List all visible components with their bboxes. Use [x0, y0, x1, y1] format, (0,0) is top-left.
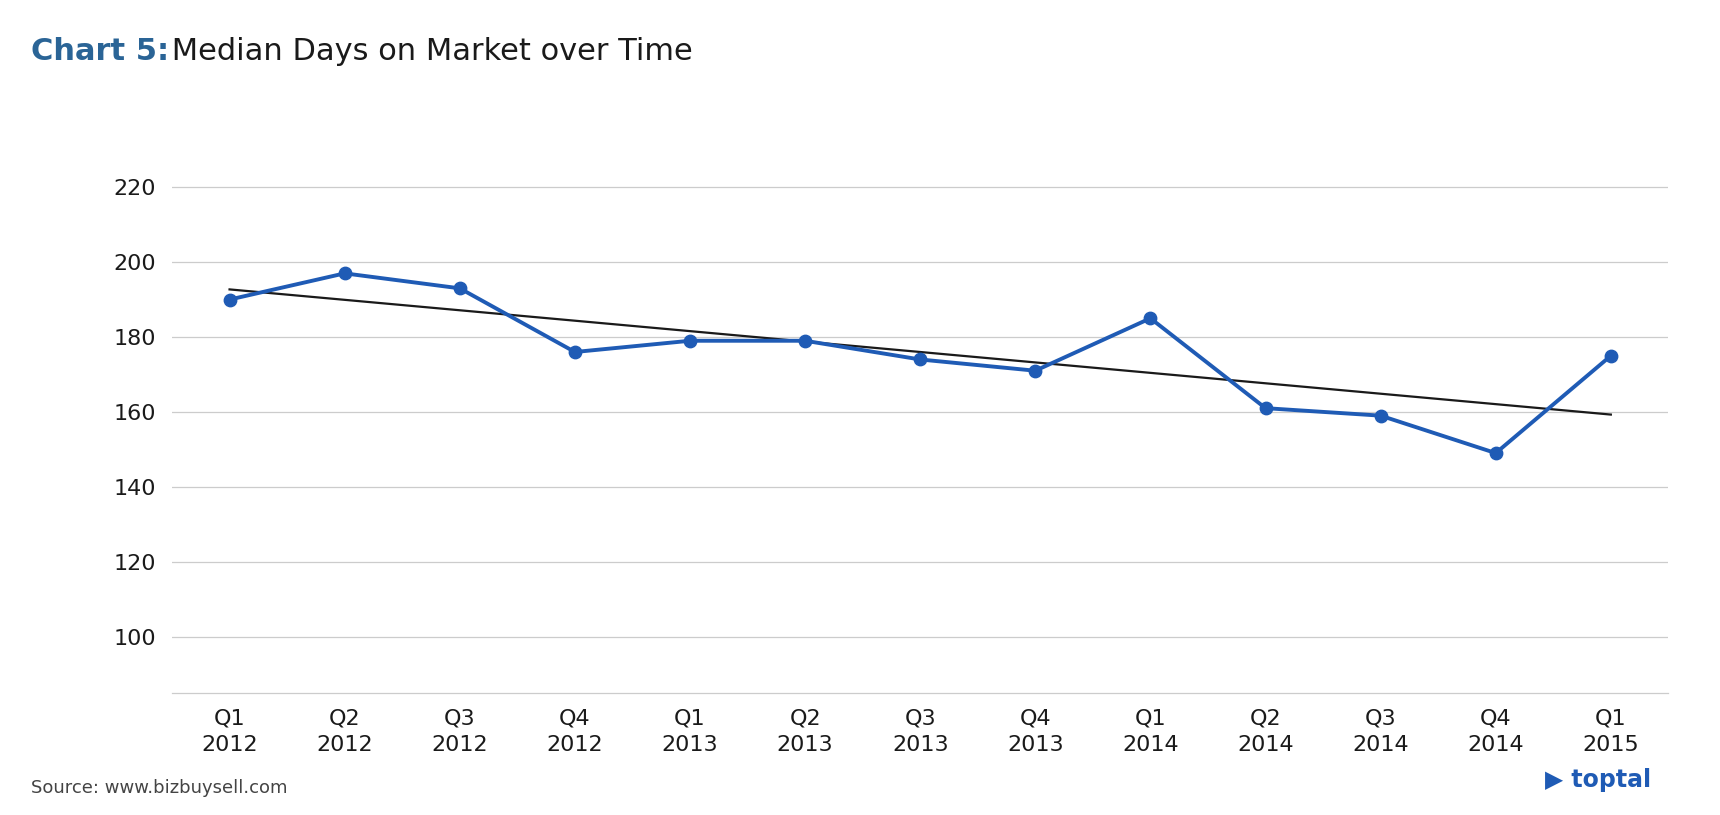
Point	[1022, 364, 1049, 377]
Point	[1598, 349, 1625, 362]
Point	[445, 282, 473, 295]
Text: Source: www.bizbuysell.com: Source: www.bizbuysell.com	[31, 779, 287, 797]
Point	[1483, 447, 1510, 460]
Text: Median Days on Market over Time: Median Days on Market over Time	[162, 37, 693, 66]
Point	[676, 334, 703, 347]
Text: ▶ toptal: ▶ toptal	[1545, 769, 1651, 792]
Point	[215, 293, 243, 306]
Point	[791, 334, 819, 347]
Point	[330, 267, 358, 280]
Text: Chart 5:: Chart 5:	[31, 37, 169, 66]
Point	[1367, 409, 1395, 422]
Point	[1252, 402, 1280, 415]
Point	[561, 346, 588, 359]
Point	[906, 353, 934, 366]
Point	[1137, 312, 1164, 325]
